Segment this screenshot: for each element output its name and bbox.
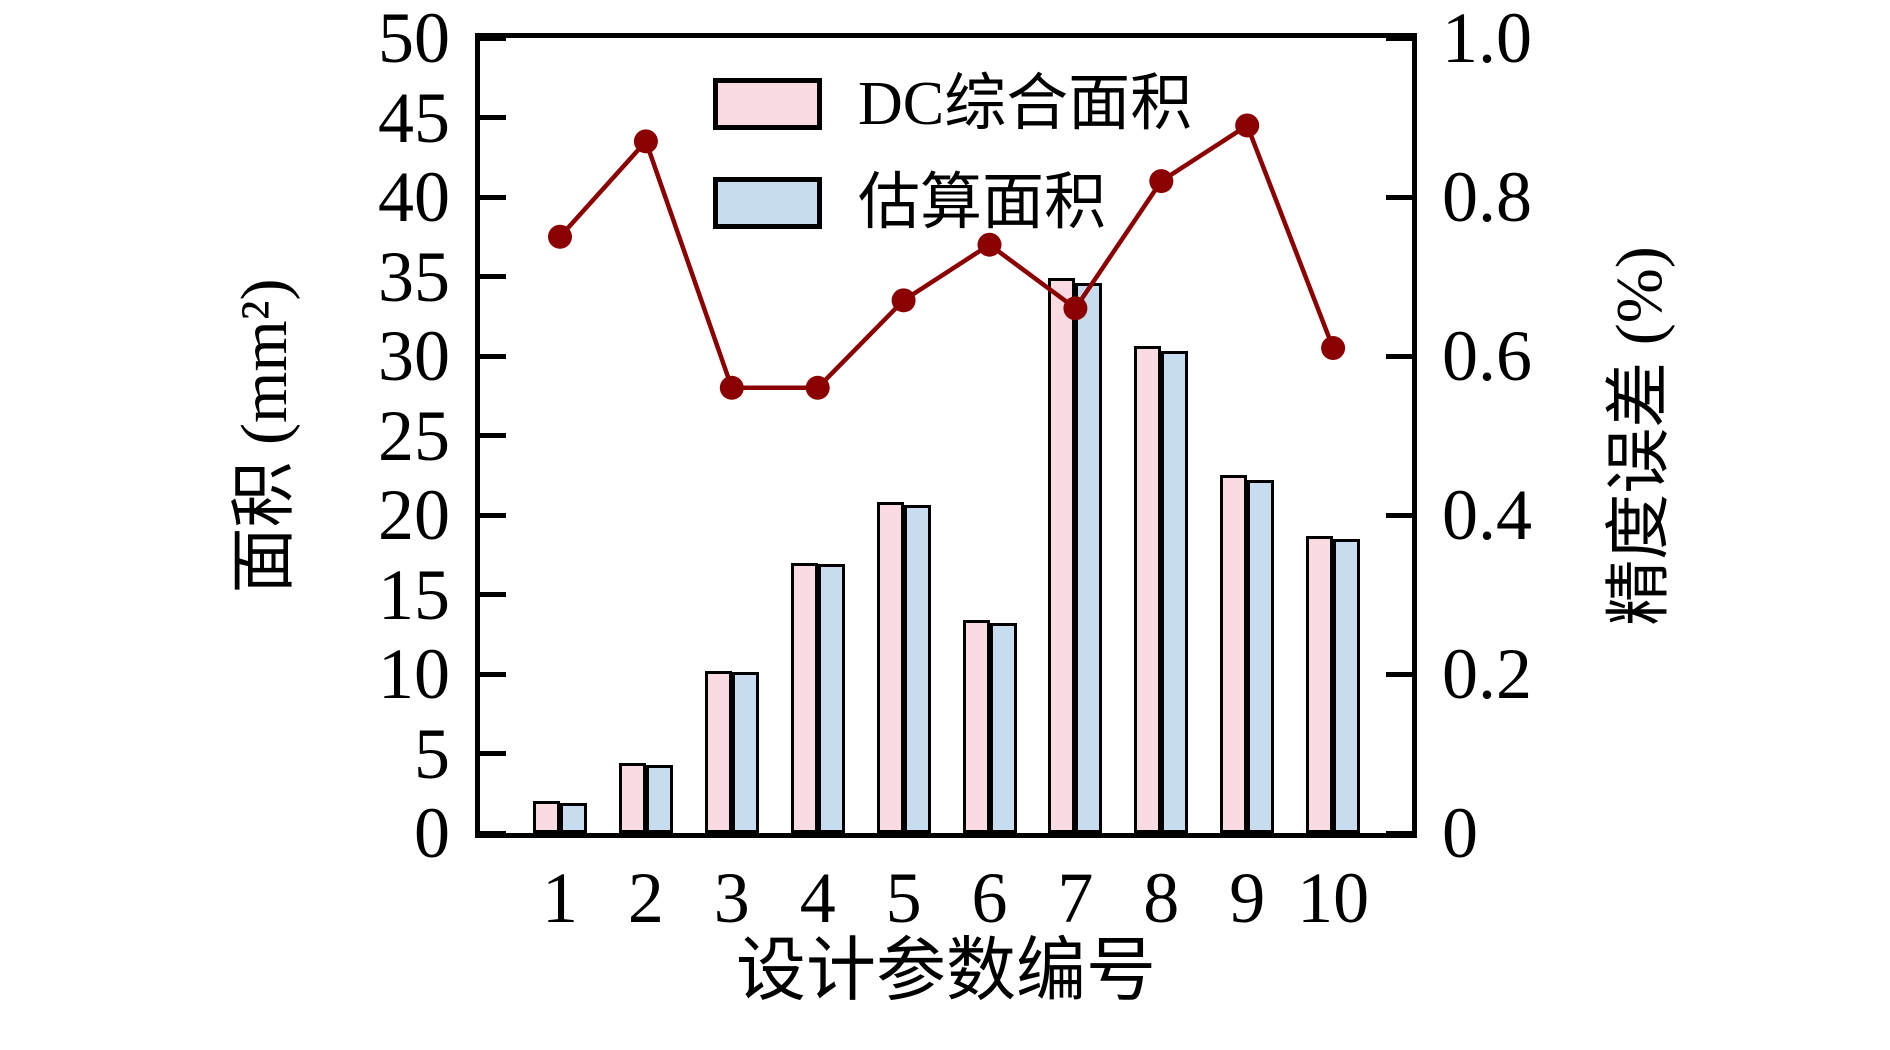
left-axis-tick-label: 30	[378, 316, 450, 396]
x-axis-tick-label: 2	[627, 858, 664, 938]
line-point	[805, 375, 830, 400]
line-point	[1321, 336, 1346, 361]
x-axis-tick-label: 8	[1143, 858, 1180, 938]
right-axis-tick	[1386, 194, 1412, 200]
bar-estimated-area	[731, 672, 759, 833]
bar-estimated-area	[1161, 351, 1189, 833]
line-point	[1063, 296, 1088, 321]
right-axis-tick	[1386, 353, 1412, 359]
x-axis-tick-label: 10	[1297, 858, 1370, 938]
x-axis-tick-label: 4	[799, 858, 836, 938]
bar-dc-area	[618, 763, 646, 833]
bar-estimated-area	[1333, 538, 1361, 833]
left-axis-tick	[480, 830, 506, 836]
left-axis-tick	[480, 671, 506, 677]
x-axis-tick-label: 7	[1057, 858, 1094, 938]
left-axis-tick-label: 50	[378, 0, 450, 78]
line-point	[719, 375, 744, 400]
line-point	[1149, 169, 1174, 194]
legend-item-dc-area: DC综合面积	[713, 73, 1192, 135]
left-axis-tick-label: 0	[414, 793, 450, 873]
left-axis-tick-label: 10	[378, 634, 450, 714]
x-axis-tick-label: 5	[885, 858, 922, 938]
line-point	[548, 224, 572, 249]
bar-estimated-area	[645, 764, 673, 833]
bar-dc-area	[1220, 475, 1248, 833]
bar-estimated-area	[817, 564, 845, 833]
right-axis-tick-label: 0	[1442, 793, 1478, 873]
bars-layer	[480, 38, 1412, 833]
left-axis-tick	[480, 751, 506, 756]
right-axis-tick-label: 0.2	[1442, 634, 1532, 714]
line-point	[1235, 113, 1260, 138]
bar-estimated-area	[1247, 480, 1275, 833]
right-axis-tick-label: 0.6	[1442, 316, 1532, 396]
right-axis-tick	[1386, 671, 1412, 677]
bar-dc-area	[962, 619, 990, 833]
x-axis-title: 设计参数编号	[736, 933, 1156, 1010]
left-axis-tick	[480, 592, 506, 597]
line-point	[891, 288, 916, 313]
accuracy-error-line	[558, 122, 1336, 391]
bar-estimated-area	[989, 623, 1017, 833]
left-axis-tick-label: 40	[378, 157, 450, 237]
bar-dc-area	[1048, 278, 1076, 833]
line-point	[633, 129, 658, 154]
axis-ticks-layer	[480, 35, 1412, 836]
legend-swatch-estimated-area	[713, 177, 822, 229]
bar-dc-area	[790, 562, 818, 833]
bar-estimated-area	[903, 505, 931, 833]
line-layer	[548, 113, 1346, 400]
bar-dc-area	[533, 801, 560, 833]
x-axis-tick-label: 1	[542, 858, 578, 938]
x-axis-tick-label: 6	[971, 858, 1008, 938]
right-axis-tick-label: 1.0	[1442, 0, 1532, 78]
left-axis-tick	[480, 512, 506, 518]
legend: DC综合面积 估算面积	[713, 73, 1192, 271]
right-axis-tick-label: 0.4	[1442, 475, 1532, 555]
bar-dc-area	[1134, 346, 1162, 833]
left-axis-tick-label: 35	[378, 236, 450, 317]
plot-area: DC综合面积 估算面积	[475, 33, 1417, 838]
right-axis-tick	[1386, 830, 1412, 836]
bar-dc-area	[704, 670, 732, 833]
legend-label-dc-area: DC综合面积	[858, 70, 1193, 138]
left-axis-tick	[480, 115, 506, 120]
left-axis-tick	[480, 353, 506, 359]
bar-dc-area	[876, 502, 904, 833]
left-axis-tick-label: 20	[378, 475, 450, 555]
left-axis-tick	[480, 194, 506, 200]
left-axis-tick-label: 45	[378, 77, 450, 158]
right-axis-tick-label: 0.8	[1442, 157, 1532, 237]
x-axis-tick-label: 9	[1229, 858, 1266, 938]
bar-estimated-area	[560, 802, 587, 833]
line-point	[977, 232, 1002, 257]
left-axis-tick	[480, 433, 506, 438]
x-axis-tick-label: 3	[713, 858, 750, 938]
bar-dc-area	[1306, 535, 1334, 833]
legend-item-estimated-area: 估算面积	[713, 172, 1192, 234]
right-axis-tick	[1386, 512, 1412, 518]
left-axis-tick-label: 15	[378, 554, 450, 635]
left-axis-tick	[480, 274, 506, 279]
right-axis-title: 精度误差 (%)	[1603, 246, 1676, 626]
left-axis-tick-label: 5	[414, 713, 450, 794]
bar-estimated-area	[1075, 282, 1103, 833]
right-axis-tick	[1386, 35, 1412, 41]
left-axis-tick	[480, 35, 506, 41]
legend-swatch-dc-area	[713, 78, 822, 130]
left-axis-tick-label: 25	[378, 395, 450, 476]
legend-label-estimated-area: 估算面积	[858, 169, 1107, 237]
